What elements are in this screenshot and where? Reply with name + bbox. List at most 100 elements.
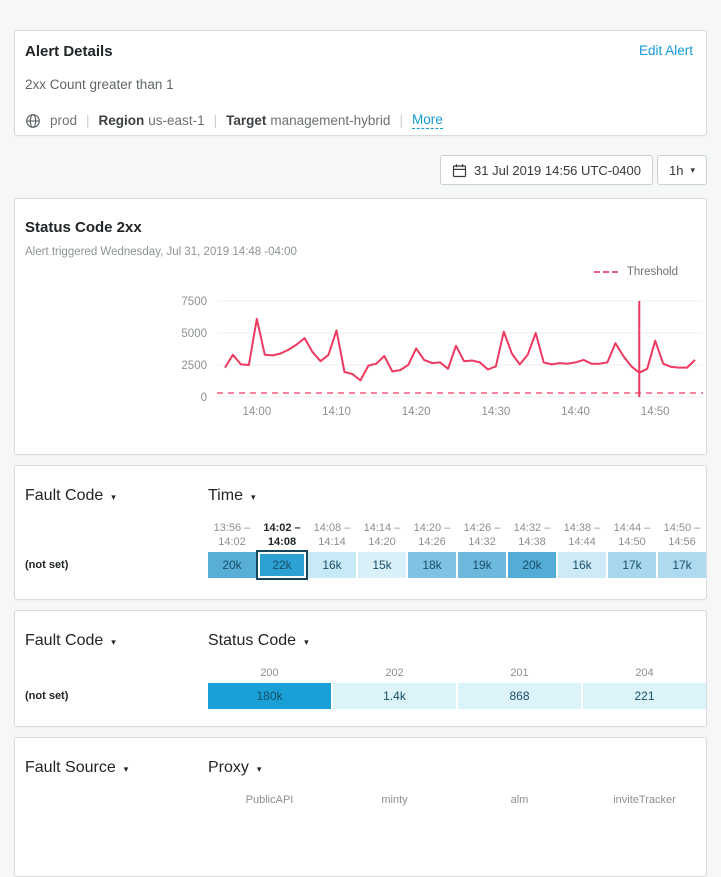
chevron-down-icon: ▾ bbox=[111, 637, 116, 647]
target-field: Target management-hybrid bbox=[226, 113, 390, 128]
separator: | bbox=[213, 113, 218, 128]
column-dimension-label: Status Code bbox=[208, 632, 297, 649]
target-value: management-hybrid bbox=[270, 113, 391, 128]
region-field: Region us-east-1 bbox=[99, 113, 205, 128]
fault-code-by-time-card: Fault Code ▾ Time ▾ (not set) 13:56 –14:… bbox=[14, 465, 707, 600]
column-header: minty bbox=[381, 794, 408, 806]
column-header: 200 bbox=[260, 667, 279, 679]
globe-icon bbox=[25, 113, 41, 129]
column-header: 14:38 –14:44 bbox=[563, 522, 601, 548]
heatmap-cell[interactable]: 221 bbox=[583, 683, 706, 709]
x-tick-label: 14:50 bbox=[641, 406, 670, 418]
datetime-value: 31 Jul 2019 14:56 UTC-0400 bbox=[474, 162, 641, 178]
line-chart-svg: 0 2500 5000 7500 14:00 14:10 14:20 14:30 14:40 14… bbox=[181, 296, 703, 418]
page-title: Alert Details bbox=[25, 43, 113, 60]
datetime-picker-button[interactable]: 31 Jul 2019 14:56 UTC-0400 bbox=[440, 155, 653, 185]
alert-details-card: Alert Details Edit Alert 2xx Count great… bbox=[14, 30, 707, 136]
alert-condition: 2xx Count greater than 1 bbox=[25, 77, 174, 92]
target-label: Target bbox=[226, 113, 267, 128]
heatmap-cell[interactable]: 18k bbox=[408, 552, 456, 578]
heatmap-cell[interactable]: 16k bbox=[558, 552, 606, 578]
row-label: (not set) bbox=[25, 559, 69, 571]
heatmap-cell-selected[interactable]: 22k bbox=[256, 550, 308, 580]
chevron-down-icon: ▾ bbox=[304, 637, 309, 647]
column-dimension-label: Time bbox=[208, 487, 243, 504]
separator: | bbox=[86, 113, 90, 128]
column-header: 14:14 –14:20 bbox=[363, 522, 401, 548]
chart-subtitle: Alert triggered Wednesday, Jul 31, 2019 … bbox=[25, 246, 297, 258]
column-headers: 200 202 201 204 bbox=[208, 666, 706, 680]
heatmap-cell[interactable]: 17k bbox=[658, 552, 706, 578]
region-label: Region bbox=[98, 113, 145, 128]
heatmap-row: 20k 22k 16k 15k 18k 19k 20k 16k 17k 17k bbox=[208, 550, 706, 580]
heatmap-cell[interactable]: 20k bbox=[508, 552, 556, 578]
chevron-down-icon: ▾ bbox=[690, 164, 695, 175]
calendar-icon bbox=[452, 163, 467, 178]
column-header: 14:26 –14:32 bbox=[463, 522, 501, 548]
row-dimension-label: Fault Code bbox=[25, 487, 104, 504]
column-header: 14:02 –14:08 bbox=[263, 522, 301, 548]
heatmap-cell[interactable]: 15k bbox=[358, 552, 406, 578]
range-dropdown-button[interactable]: 1h ▾ bbox=[657, 155, 707, 185]
line-chart: 0 2500 5000 7500 14:00 14:10 14:20 14:30 14:40 14… bbox=[25, 286, 706, 431]
column-header: 14:32 –14:38 bbox=[513, 522, 551, 548]
time-dropdown[interactable]: Time ▾ bbox=[208, 487, 256, 505]
chart-legend: Threshold bbox=[25, 266, 678, 278]
x-tick-label: 14:20 bbox=[402, 406, 431, 418]
column-header: inviteTracker bbox=[613, 794, 676, 806]
y-tick-label: 2500 bbox=[181, 360, 207, 372]
threshold-legend-label: Threshold bbox=[626, 266, 678, 278]
heatmap-cell[interactable]: 19k bbox=[458, 552, 506, 578]
alert-meta: prod | Region us-east-1 | Target managemen… bbox=[25, 112, 693, 129]
column-header: 201 bbox=[510, 667, 529, 679]
range-value: 1h bbox=[669, 162, 684, 178]
edit-alert-link[interactable]: Edit Alert bbox=[638, 43, 693, 58]
fault-code-dropdown[interactable]: Fault Code ▾ bbox=[25, 487, 208, 505]
time-toolbar: 31 Jul 2019 14:56 UTC-0400 1h ▾ bbox=[14, 155, 707, 185]
more-link[interactable]: More bbox=[411, 112, 443, 129]
separator: | bbox=[399, 113, 403, 128]
region-value: us-east-1 bbox=[148, 113, 205, 128]
fault-code-by-status-code-card: Fault Code ▾ Status Code ▾ (not set) 200… bbox=[14, 610, 707, 727]
chevron-down-icon: ▾ bbox=[123, 764, 129, 774]
heatmap-row: 180k 1.4k 868 221 bbox=[208, 683, 706, 709]
row-dimension-label: Fault Code bbox=[25, 632, 104, 649]
fault-source-by-proxy-card: Fault Source ▾ Proxy ▾ PublicAPI minty alm… bbox=[14, 737, 707, 877]
x-tick-label: 14:10 bbox=[322, 406, 351, 418]
status-code-dropdown[interactable]: Status Code ▾ bbox=[208, 632, 309, 650]
x-tick-label: 14:40 bbox=[561, 406, 590, 418]
column-headers: PublicAPI minty alm inviteTracker bbox=[208, 793, 706, 807]
column-header: alm bbox=[510, 794, 529, 806]
column-header: 14:44 –14:50 bbox=[613, 522, 651, 548]
heatmap-cell[interactable]: 20k bbox=[208, 552, 256, 578]
environment-value: prod bbox=[50, 113, 78, 128]
y-tick-label: 5000 bbox=[181, 328, 207, 340]
x-tick-label: 14:30 bbox=[481, 406, 510, 418]
column-header: 14:20 –14:26 bbox=[413, 522, 451, 548]
column-header: 202 bbox=[385, 667, 404, 679]
heatmap-cell[interactable]: 17k bbox=[608, 552, 656, 578]
heatmap-cell[interactable]: 180k bbox=[208, 683, 331, 709]
fault-code-dropdown[interactable]: Fault Code ▾ bbox=[25, 632, 208, 650]
heatmap-cell[interactable]: 868 bbox=[458, 683, 581, 709]
x-tick-label: 14:00 bbox=[242, 406, 271, 418]
row-dimension-label: Fault Source bbox=[25, 759, 116, 776]
fault-source-dropdown[interactable]: Fault Source ▾ bbox=[25, 759, 208, 777]
column-dimension-label: Proxy bbox=[208, 759, 249, 776]
heatmap-cell[interactable]: 1.4k bbox=[333, 683, 456, 709]
y-tick-label: 0 bbox=[201, 392, 207, 404]
chevron-down-icon: ▾ bbox=[111, 492, 116, 502]
proxy-dropdown[interactable]: Proxy ▾ bbox=[208, 759, 261, 777]
row-label: (not set) bbox=[25, 690, 69, 702]
column-header: 204 bbox=[635, 667, 654, 679]
y-tick-label: 7500 bbox=[181, 296, 207, 308]
chevron-down-icon: ▾ bbox=[256, 764, 262, 774]
column-header: 14:08 –14:14 bbox=[313, 522, 351, 548]
column-headers: 13:56 –14:02 14:02 –14:08 14:08 –14:14 14:1… bbox=[208, 521, 706, 549]
chevron-down-icon: ▾ bbox=[250, 492, 256, 502]
column-header: 14:50 –14:56 bbox=[663, 522, 701, 548]
chart-title: Status Code 2xx bbox=[25, 219, 142, 236]
heatmap-cell[interactable]: 16k bbox=[308, 552, 356, 578]
column-header: 13:56 –14:02 bbox=[213, 522, 251, 548]
